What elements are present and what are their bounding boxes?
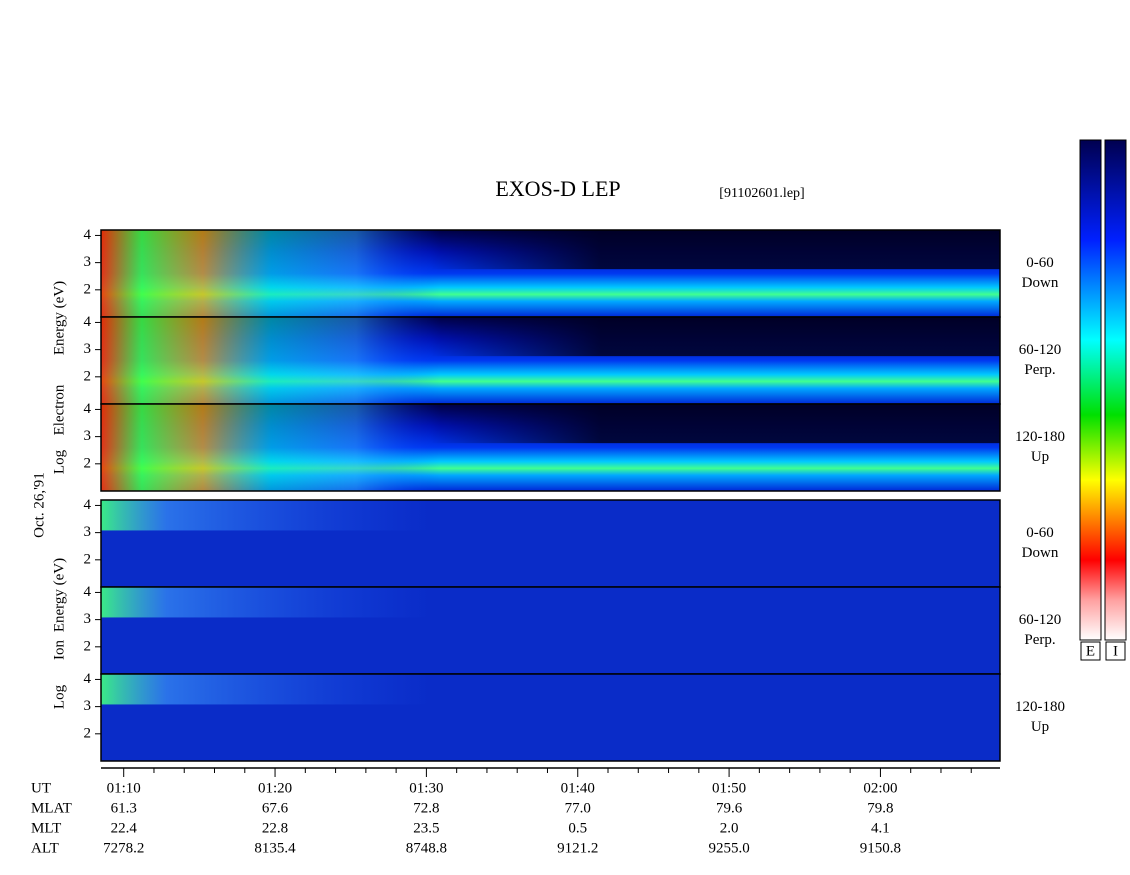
direction-label: Up	[1031, 449, 1049, 465]
y-tick-label: 2	[84, 455, 92, 471]
y-tick-label: 3	[84, 524, 92, 540]
y-axis-label: Log	[51, 684, 67, 709]
colorbar-label: E	[1086, 643, 1095, 659]
x-tick-label: 01:30	[409, 780, 443, 796]
ephemeris-value: 77.0	[565, 800, 591, 816]
ephemeris-value: 8748.8	[406, 840, 447, 856]
ephemeris-value: 9121.2	[557, 840, 598, 856]
colorbar-label-box	[1105, 641, 1126, 661]
ephemeris-value: 23.5	[413, 820, 439, 836]
ephemeris-row-label: UT	[31, 780, 51, 796]
spectrogram-feature	[101, 587, 431, 618]
x-tick-label: 01:10	[107, 780, 141, 796]
direction-label: Down	[1022, 275, 1059, 291]
spectrogram-feature	[101, 674, 431, 705]
y-tick-label: 3	[84, 698, 92, 714]
ephemeris-value: 79.6	[716, 800, 743, 816]
pitch-angle-label: 120-180	[1015, 429, 1065, 445]
x-tick-label: 02:00	[863, 780, 897, 796]
panel-frame	[100, 403, 1001, 492]
ephemeris-value: 67.6	[262, 800, 289, 816]
ephemeris-row-label: ALT	[31, 840, 59, 856]
colorbar-label: I	[1113, 643, 1118, 659]
direction-label: Down	[1022, 545, 1059, 561]
ephemeris-value: 72.8	[413, 800, 439, 816]
ephemeris-value: 79.8	[867, 800, 893, 816]
y-tick-label: 2	[84, 368, 92, 384]
ephemeris-value: 22.8	[262, 820, 288, 836]
ephemeris-row-label: MLAT	[31, 800, 72, 816]
spectrogram-feature	[430, 317, 1000, 357]
y-tick-label: 3	[84, 428, 92, 444]
y-axis-label: Energy (eV)	[51, 281, 67, 355]
pitch-angle-label: 60-120	[1019, 612, 1062, 628]
pitch-angle-label: 120-180	[1015, 699, 1065, 715]
y-tick-label: 4	[84, 671, 92, 687]
y-axis-label: Ion	[51, 640, 67, 660]
file-label: [91102601.lep]	[719, 186, 804, 201]
y-tick-label: 4	[84, 314, 92, 330]
y-axis-label: Electron	[51, 384, 67, 435]
ephemeris-value: 2.0	[720, 820, 739, 836]
colorbar	[1079, 139, 1102, 641]
y-tick-label: 3	[84, 254, 92, 270]
direction-label: Perp.	[1024, 632, 1055, 648]
pitch-angle-label: 0-60	[1026, 525, 1054, 541]
ephemeris-value: 9255.0	[708, 840, 749, 856]
colorbar	[1104, 139, 1127, 641]
ephemeris-value: 0.5	[568, 820, 587, 836]
ephemeris-value: 61.3	[111, 800, 137, 816]
ephemeris-value: 22.4	[111, 820, 138, 836]
y-tick-label: 3	[84, 341, 92, 357]
spectrogram-feature	[101, 500, 431, 531]
pitch-angle-label: 0-60	[1026, 255, 1054, 271]
colorbars: E I	[1079, 139, 1127, 661]
spectrogram-feature	[430, 230, 1000, 270]
colorbar-label-box	[1080, 641, 1101, 661]
y-tick-label: 3	[84, 611, 92, 627]
y-axis-label: Energy (eV)	[51, 558, 67, 632]
ephemeris-value: 4.1	[871, 820, 890, 836]
y-tick-label: 2	[84, 638, 92, 654]
direction-label: Perp.	[1024, 362, 1055, 378]
x-tick-label: 01:50	[712, 780, 746, 796]
y-tick-label: 4	[84, 227, 92, 243]
y-tick-label: 4	[84, 497, 92, 513]
spectrogram-feature	[101, 404, 441, 491]
x-tick-label: 01:40	[561, 780, 595, 796]
y-tick-label: 2	[84, 725, 92, 741]
panel-frame	[100, 673, 1001, 762]
ephemeris-value: 8135.4	[254, 840, 296, 856]
ephemeris-row-label: MLT	[31, 820, 61, 836]
x-tick-label: 01:20	[258, 780, 292, 796]
pitch-angle-label: 60-120	[1019, 342, 1062, 358]
date-label: Oct. 26,'91	[31, 472, 47, 538]
chart-title: EXOS-D LEP	[495, 176, 620, 201]
ephemeris-value: 7278.2	[103, 840, 144, 856]
y-tick-label: 2	[84, 281, 92, 297]
y-tick-label: 4	[84, 584, 92, 600]
y-tick-label: 4	[84, 401, 92, 417]
direction-label: Up	[1031, 719, 1049, 735]
ephemeris-value: 9150.8	[860, 840, 901, 856]
y-axis-label: Log	[51, 449, 67, 474]
spectrogram-feature	[430, 404, 1000, 444]
spectrogram-feature	[101, 317, 441, 404]
spectrogram-feature	[101, 230, 441, 317]
y-tick-label: 2	[84, 551, 92, 567]
